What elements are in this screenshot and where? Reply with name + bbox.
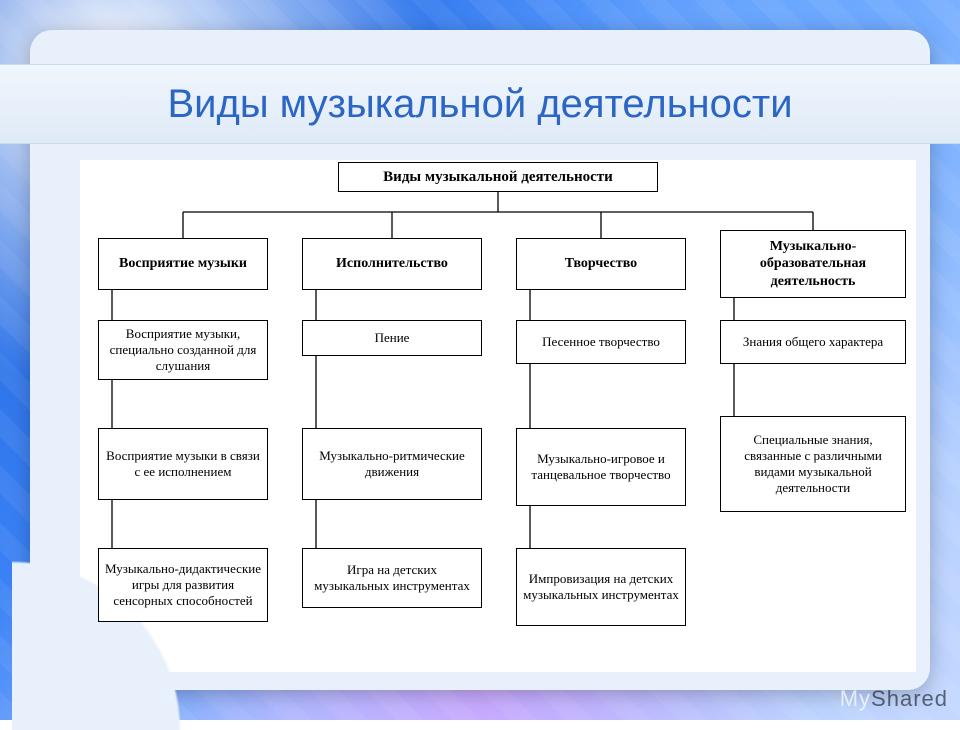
slide-title: Виды музыкальной деятельности <box>167 82 792 127</box>
node-c3c: Импровизация на детских музыкальных инст… <box>516 548 686 626</box>
diagram-area: Виды музыкальной деятельности Восприятие … <box>80 160 916 672</box>
node-c4a: Знания общего характера <box>720 320 906 364</box>
node-c2: Исполнительство <box>302 238 482 290</box>
node-c3b: Музыкально-игровое и танцевальное творче… <box>516 428 686 506</box>
node-root: Виды музыкальной деятельности <box>338 162 658 192</box>
node-c2b: Музыкально-ритмические движения <box>302 428 482 500</box>
node-c4: Музыкально-образовательная деятельность <box>720 230 906 298</box>
watermark: MyShared <box>840 686 948 712</box>
node-c4b: Специальные знания, связанные с различ­н… <box>720 416 906 512</box>
title-bar: Виды музыкальной деятельности <box>0 64 960 144</box>
slide-panel: Виды музыкальной деятельности Виды музык… <box>30 30 930 690</box>
watermark-light: My <box>840 686 871 711</box>
node-c1a: Восприятие музыки, специально создан­ной… <box>98 320 268 380</box>
node-c2c: Игра на детских музыкальных инструментах <box>302 548 482 608</box>
watermark-dark: Shared <box>871 686 948 711</box>
node-c3a: Песенное творчество <box>516 320 686 364</box>
node-c3: Творчество <box>516 238 686 290</box>
node-c1: Восприятие музыки <box>98 238 268 290</box>
node-c1c: Музыкально-дидак­тические игры для разви… <box>98 548 268 622</box>
node-c1b: Восприятие музыки в связи с ее исполнени… <box>98 428 268 500</box>
node-c2a: Пение <box>302 320 482 356</box>
